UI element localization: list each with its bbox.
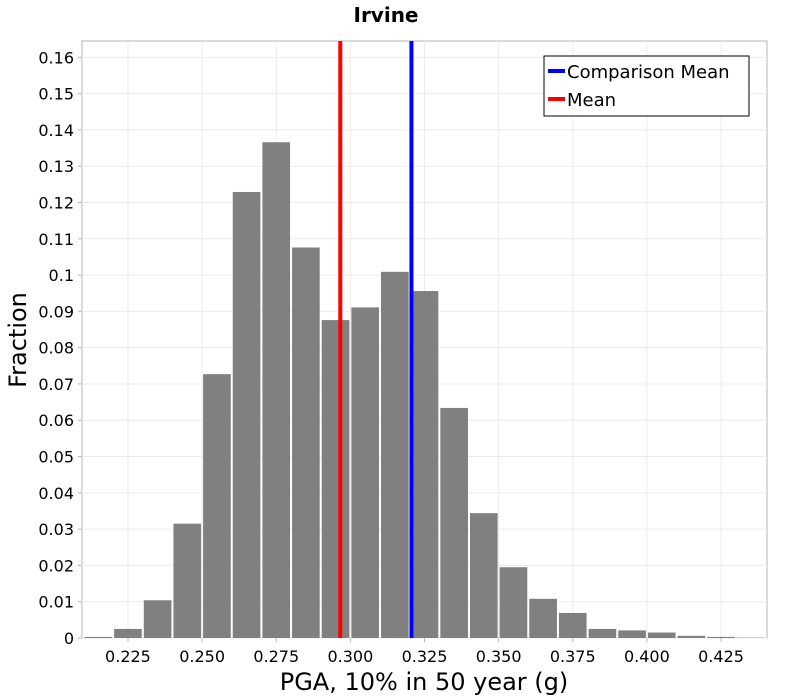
histogram-bar <box>84 636 113 638</box>
histogram-bar <box>321 320 350 638</box>
y-tick-label: 0.15 <box>38 85 74 104</box>
histogram-bar <box>618 630 646 638</box>
x-tick-label: 0.325 <box>402 647 448 666</box>
x-tick-label: 0.300 <box>327 647 373 666</box>
y-tick-label: 0.1 <box>49 266 74 285</box>
histogram-bar <box>558 612 587 638</box>
y-tick-label: 0.02 <box>38 556 74 575</box>
histogram-bar <box>499 567 528 638</box>
y-tick-label: 0.12 <box>38 193 74 212</box>
legend-label: Comparison Mean <box>567 62 730 83</box>
y-tick-label: 0.05 <box>38 448 74 467</box>
y-tick-label: 0.04 <box>38 484 74 503</box>
y-tick-label: 0.11 <box>38 230 74 249</box>
histogram-bar <box>647 632 676 638</box>
y-tick-label: 0.09 <box>38 302 74 321</box>
histogram-bars <box>84 142 765 639</box>
y-axis-ticks: 0 0.01 0.02 0.03 0.04 0.05 0.06 0.07 0.08 0.09 0.1… <box>38 48 82 648</box>
histogram-bar <box>410 291 439 638</box>
histogram-bar <box>351 307 380 638</box>
histogram-bar <box>588 628 617 638</box>
histogram-bar <box>203 374 231 638</box>
histogram-bar <box>677 635 706 638</box>
x-axis-title: PGA, 10% in 50 year (g) <box>280 668 569 696</box>
histogram-bar <box>440 407 468 638</box>
x-tick-label: 0.225 <box>105 647 151 666</box>
histogram-bar <box>707 636 735 638</box>
x-tick-label: 0.400 <box>624 647 670 666</box>
y-tick-label: 0.03 <box>38 520 74 539</box>
y-tick-label: 0.08 <box>38 339 74 358</box>
histogram-bar <box>469 513 498 638</box>
mean-lines <box>338 41 414 638</box>
y-axis-title: Fraction <box>4 292 32 388</box>
histogram-bar <box>262 142 291 639</box>
y-tick-label: 0.01 <box>38 593 74 612</box>
histogram-bar <box>292 247 320 638</box>
histogram-bar <box>232 191 261 638</box>
x-tick-label: 0.425 <box>698 647 744 666</box>
histogram-bar <box>173 523 202 638</box>
chart-title: Irvine <box>354 3 419 27</box>
x-axis-ticks: 0.225 0.250 0.275 0.300 0.325 0.350 0.375 0.400… <box>105 638 744 666</box>
histogram-bar <box>381 271 409 638</box>
y-tick-label: 0.07 <box>38 375 74 394</box>
legend: Comparison Mean Mean <box>543 55 750 117</box>
x-tick-label: 0.375 <box>550 647 596 666</box>
legend-label: Mean <box>567 90 616 111</box>
histogram-bar <box>114 628 142 638</box>
histogram-bar <box>143 600 172 638</box>
y-tick-label: 0.13 <box>38 157 74 176</box>
y-tick-label: 0 <box>64 629 74 648</box>
x-tick-label: 0.350 <box>476 647 522 666</box>
y-tick-label: 0.14 <box>38 121 74 140</box>
y-tick-label: 0.16 <box>38 48 74 67</box>
legend-box <box>543 55 750 117</box>
histogram-bar <box>529 598 557 638</box>
x-tick-label: 0.250 <box>179 647 225 666</box>
y-tick-label: 0.06 <box>38 411 74 430</box>
x-tick-label: 0.275 <box>253 647 299 666</box>
